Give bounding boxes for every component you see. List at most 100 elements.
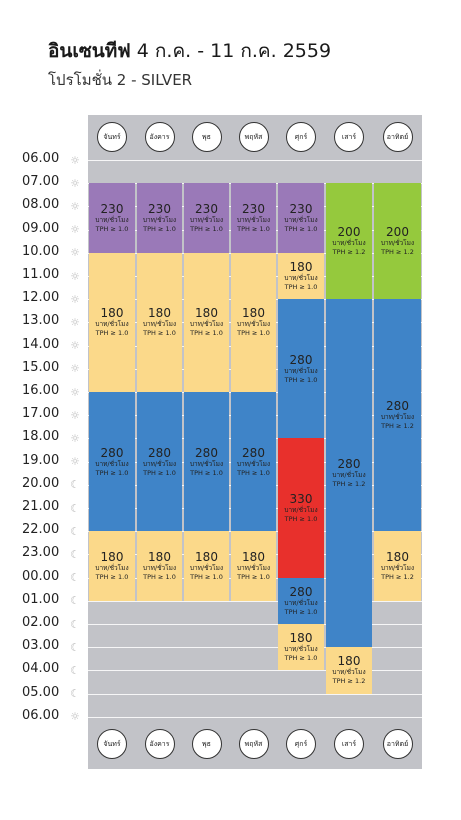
- hour-label: 04.00: [22, 661, 60, 677]
- hour-label: 17.00: [22, 406, 60, 422]
- rate-tph: TPH ≥ 1.2: [381, 572, 414, 581]
- rate-tph: TPH ≥ 1.2: [332, 480, 366, 489]
- rate-price: 200: [337, 225, 361, 240]
- hour-label: 10.00: [22, 243, 60, 259]
- rate-tph: TPH ≥ 1.0: [95, 224, 129, 233]
- rate-block[interactable]: 280 บาท/ชั่วโมง TPH ≥ 1.2: [326, 299, 372, 648]
- grid-line: [88, 624, 422, 625]
- rate-price: 180: [100, 306, 124, 321]
- rate-block[interactable]: 230 บาท/ชั่วโมง TPH ≥ 1.0: [137, 183, 182, 253]
- rate-tph: TPH ≥ 1.0: [190, 468, 223, 477]
- sun-icon: ☼: [70, 339, 80, 353]
- rate-block[interactable]: 230 บาท/ชั่วโมง TPH ≥ 1.0: [89, 183, 135, 253]
- rate-block[interactable]: 280 บาท/ชั่วโมง TPH ≥ 1.0: [278, 577, 324, 624]
- hour-label: 14.00: [22, 336, 60, 352]
- day-header-5: เสาร์: [334, 122, 364, 152]
- rate-block[interactable]: 180 บาท/ชั่วโมง TPH ≥ 1.0: [137, 531, 182, 601]
- rate-unit: บาท/ชั่วโมง: [284, 505, 318, 514]
- rate-tph: TPH ≥ 1.0: [284, 607, 318, 616]
- rate-block[interactable]: 180 บาท/ชั่วโมง TPH ≥ 1.0: [89, 252, 135, 392]
- rate-block[interactable]: 180 บาท/ชั่วโมง TPH ≥ 1.0: [231, 252, 276, 392]
- hour-label: 13.00: [22, 313, 60, 329]
- sun-icon: ☼: [70, 385, 80, 399]
- rate-price: 280: [337, 457, 361, 472]
- grid-line: [88, 160, 422, 161]
- rate-unit: บาท/ชั่วโมง: [95, 459, 129, 468]
- hour-label: 01.00: [22, 591, 60, 607]
- rate-price: 200: [386, 225, 409, 240]
- grid-line: [88, 693, 422, 695]
- rate-block[interactable]: 280 บาท/ชั่วโมง TPH ≥ 1.2: [374, 299, 421, 532]
- rate-block[interactable]: 180 บาท/ชั่วโมง TPH ≥ 1.0: [278, 624, 324, 671]
- day-header-2: พุธ: [191, 122, 222, 152]
- rate-tph: TPH ≥ 1.2: [332, 677, 366, 686]
- rate-unit: บาท/ชั่วโมง: [284, 215, 318, 224]
- rate-block[interactable]: 230 บาท/ชั่วโมง TPH ≥ 1.0: [231, 183, 276, 253]
- rate-block[interactable]: 200 บาท/ชั่วโมง TPH ≥ 1.2: [374, 183, 421, 300]
- sun-icon: ☼: [70, 315, 80, 329]
- moon-icon: ☾: [70, 547, 80, 561]
- rate-block[interactable]: 180 บาท/ชั่วโมง TPH ≥ 1.0: [184, 252, 229, 392]
- rate-tph: TPH ≥ 1.0: [284, 375, 318, 384]
- rate-tph: TPH ≥ 1.2: [332, 248, 366, 257]
- rate-unit: บาท/ชั่วโมง: [142, 215, 177, 224]
- rate-block[interactable]: 280 บาท/ชั่วโมง TPH ≥ 1.0: [89, 392, 135, 532]
- rate-unit: บาท/ชั่วโมง: [284, 273, 318, 282]
- rate-price: 180: [289, 259, 313, 274]
- rate-price: 180: [337, 654, 361, 669]
- rate-price: 180: [289, 631, 313, 646]
- rate-price: 280: [195, 445, 218, 460]
- rate-block[interactable]: 180 บาท/ชั่วโมง TPH ≥ 1.0: [184, 531, 229, 601]
- rate-unit: บาท/ชั่วโมง: [236, 563, 271, 572]
- rate-tph: TPH ≥ 1.0: [237, 224, 270, 233]
- hour-label: 19.00: [22, 452, 60, 468]
- rate-block[interactable]: 280 บาท/ชั่วโมง TPH ≥ 1.0: [184, 392, 229, 532]
- rate-unit: บาท/ชั่วโมง: [142, 320, 177, 329]
- rate-unit: บาท/ชั่วโมง: [380, 563, 415, 572]
- rate-price: 180: [148, 549, 171, 564]
- rate-tph: TPH ≥ 1.0: [190, 572, 223, 581]
- hour-label: 20.00: [22, 475, 60, 491]
- rate-price: 180: [386, 549, 409, 564]
- rate-tph: TPH ≥ 1.0: [284, 654, 318, 663]
- rate-block[interactable]: 280 บาท/ชั่วโมง TPH ≥ 1.0: [137, 392, 182, 532]
- page-subtitle: โปรโมชั่น 2 - SILVER: [48, 71, 193, 89]
- rate-price: 280: [242, 445, 265, 460]
- day-footer-6: อาทิตย์: [382, 729, 413, 759]
- rate-block[interactable]: 330 บาท/ชั่วโมง TPH ≥ 1.0: [278, 438, 324, 578]
- rate-block[interactable]: 200 บาท/ชั่วโมง TPH ≥ 1.2: [326, 183, 372, 300]
- sun-icon: ☼: [70, 153, 80, 167]
- rate-tph: TPH ≥ 1.0: [95, 329, 129, 338]
- rate-block[interactable]: 280 บาท/ชั่วโมง TPH ≥ 1.0: [231, 392, 276, 532]
- rate-unit: บาท/ชั่วโมง: [189, 320, 224, 329]
- rate-block[interactable]: 230 บาท/ชั่วโมง TPH ≥ 1.0: [184, 183, 229, 253]
- sun-icon: ☼: [70, 176, 80, 190]
- grid-line: [88, 600, 422, 602]
- rate-tph: TPH ≥ 1.0: [284, 282, 318, 291]
- hour-label: 05.00: [22, 684, 60, 700]
- rate-price: 180: [242, 306, 265, 321]
- rate-block[interactable]: 180 บาท/ชั่วโมง TPH ≥ 1.2: [326, 647, 372, 694]
- rate-unit: บาท/ชั่วโมง: [236, 215, 271, 224]
- moon-icon: ☾: [70, 617, 80, 631]
- rate-unit: บาท/ชั่วโมง: [332, 239, 366, 248]
- rate-unit: บาท/ชั่วโมง: [236, 320, 271, 329]
- rate-price: 180: [148, 306, 171, 321]
- rate-block[interactable]: 230 บาท/ชั่วโมง TPH ≥ 1.0: [278, 183, 324, 253]
- day-header-4: ศุกร์: [286, 122, 316, 152]
- rate-block[interactable]: 180 บาท/ชั่วโมง TPH ≥ 1.2: [374, 531, 421, 601]
- rate-block[interactable]: 280 บาท/ชั่วโมง TPH ≥ 1.0: [278, 299, 324, 439]
- rate-unit: บาท/ชั่วโมง: [284, 645, 318, 654]
- sun-icon: ☼: [70, 455, 80, 469]
- rate-tph: TPH ≥ 1.0: [284, 224, 318, 233]
- rate-block[interactable]: 180 บาท/ชั่วโมง TPH ≥ 1.0: [278, 252, 324, 300]
- hour-label: 07.00: [22, 174, 60, 190]
- rate-block[interactable]: 180 บาท/ชั่วโมง TPH ≥ 1.0: [137, 252, 182, 392]
- hour-label: 12.00: [22, 290, 60, 306]
- rate-tph: TPH ≥ 1.0: [237, 572, 270, 581]
- rate-block[interactable]: 180 บาท/ชั่วโมง TPH ≥ 1.0: [89, 531, 135, 601]
- rate-price: 230: [242, 201, 265, 216]
- rate-tph: TPH ≥ 1.2: [381, 248, 414, 257]
- hour-label: 15.00: [22, 359, 60, 375]
- rate-block[interactable]: 180 บาท/ชั่วโมง TPH ≥ 1.0: [231, 531, 276, 601]
